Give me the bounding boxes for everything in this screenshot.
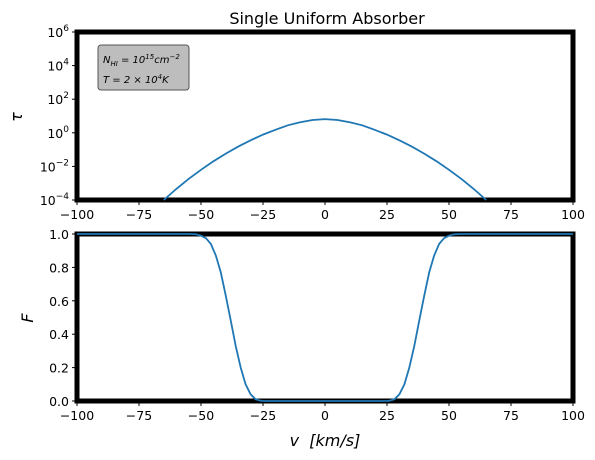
- y-tick-label: 0.8: [49, 260, 69, 275]
- x-tick-label: 100: [561, 408, 585, 423]
- x-tick-label: 75: [503, 408, 519, 423]
- x-tick-label: 25: [379, 408, 395, 423]
- tau-y-axis-label: τ: [7, 112, 26, 122]
- y-tick-label: 104: [47, 58, 69, 74]
- flux-plot-frame: [74, 231, 576, 404]
- temperature-label: T = 2 × 104K: [103, 73, 170, 86]
- parameter-annotation-box: NHI = 1015cm−2 T = 2 × 104K: [97, 44, 190, 91]
- x-tick-label: −75: [126, 408, 152, 423]
- y-tick-label: 10−2: [40, 158, 69, 174]
- x-tick-label: 0: [321, 408, 329, 423]
- x-tick-label: −25: [250, 207, 276, 222]
- y-tick-label: 100: [47, 125, 69, 141]
- x-tick-label: 50: [441, 207, 457, 222]
- x-tick-label: 50: [441, 408, 457, 423]
- y-tick-label: 0.6: [49, 294, 69, 309]
- column-density-label: NHI = 1015cm−2: [103, 53, 180, 68]
- y-tick-label: 0.4: [49, 327, 69, 342]
- y-tick-label: 1.0: [49, 227, 69, 242]
- x-tick-label: −50: [188, 207, 214, 222]
- y-tick-label: 102: [47, 91, 69, 107]
- x-tick-label: −100: [60, 207, 94, 222]
- x-tick-label: −100: [60, 408, 94, 423]
- x-tick-label: 0: [321, 207, 329, 222]
- x-tick-label: 100: [561, 207, 585, 222]
- tau-x-axis: −100 −75 −50 −25 0 25 50 75 100: [60, 200, 585, 222]
- flux-x-axis: −100 −75 −50 −25 0 25 50 75 100: [60, 401, 585, 423]
- tau-panel: −100 −75 −50 −25 0 25 50 75 100 10−410−210010210…: [7, 24, 585, 222]
- y-tick-label: 10−4: [40, 192, 69, 208]
- tau-series-line: [163, 118, 487, 201]
- x-tick-label: 25: [379, 207, 395, 222]
- flux-y-axis-label: F: [18, 313, 37, 323]
- chart-title: Single Uniform Absorber: [229, 9, 425, 28]
- y-tick-label: 0.0: [49, 394, 69, 409]
- tau-y-axis: 10−4 10−2 100 102 104 106: [40, 24, 77, 208]
- flux-panel: −100 −75 −50 −25 0 25 50 75 100 0.0 0.2 0.4 0.6 0.8 1…: [18, 227, 585, 450]
- flux-series-line: [77, 233, 573, 402]
- x-tick-label: −75: [126, 207, 152, 222]
- y-tick-label: 106: [47, 24, 69, 40]
- flux-y-axis: 0.0 0.2 0.4 0.6 0.8 1.0: [49, 227, 77, 409]
- x-tick-label: −50: [188, 408, 214, 423]
- x-tick-label: −25: [250, 408, 276, 423]
- y-tick-label: 0.2: [49, 361, 69, 376]
- x-tick-label: 75: [503, 207, 519, 222]
- x-axis-label: v [km/s]: [290, 431, 361, 450]
